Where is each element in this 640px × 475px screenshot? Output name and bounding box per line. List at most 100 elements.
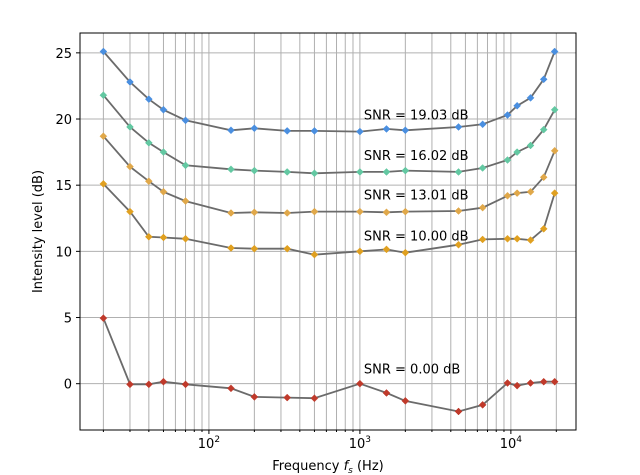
series-label: SNR = 10.00 dB <box>364 229 469 244</box>
data-point <box>181 161 190 170</box>
series-labels: SNR = 19.03 dB SNR = 16.02 dB SNR = 13.01 … <box>364 109 469 378</box>
data-point <box>550 146 559 155</box>
data-point <box>454 207 463 215</box>
data-point <box>526 141 535 150</box>
data-point <box>503 379 512 387</box>
data-point <box>181 234 190 243</box>
data-point <box>283 393 292 402</box>
x-axis-label: Frequency fs (Hz) <box>272 459 383 475</box>
y-axis-label: Intensity level (dB) <box>31 170 46 293</box>
data-point <box>550 105 559 114</box>
data-point <box>478 235 487 244</box>
series-label: SNR = 16.02 dB <box>364 149 469 164</box>
series-label: SNR = 0.00 dB <box>364 363 460 378</box>
data-point <box>227 165 235 174</box>
data-point <box>503 234 512 243</box>
data-point <box>99 91 108 100</box>
data-point <box>181 197 190 205</box>
data-point <box>539 224 548 233</box>
y-tick-label: 20 <box>55 113 72 128</box>
data-point <box>250 393 259 401</box>
data-point <box>401 166 410 175</box>
series-label: SNR = 13.01 dB <box>364 189 469 204</box>
data-point <box>382 245 391 254</box>
data-point <box>356 207 364 216</box>
y-tick-label: 0 <box>64 378 72 393</box>
data-point <box>382 389 391 397</box>
data-point <box>159 105 168 114</box>
data-point <box>503 191 512 200</box>
data-point <box>478 203 487 212</box>
data-point <box>310 250 319 259</box>
data-point <box>513 101 521 110</box>
data-point <box>144 380 153 389</box>
data-point <box>283 244 292 253</box>
data-point <box>310 127 319 135</box>
data-point <box>356 379 364 388</box>
x-tick-label: 102 <box>198 435 220 452</box>
data-point <box>159 377 168 386</box>
y-tick-label: 10 <box>55 245 72 260</box>
data-point <box>401 248 410 257</box>
y-tick-label: 15 <box>55 179 72 194</box>
data-point <box>382 125 391 133</box>
series-label: SNR = 19.03 dB <box>364 109 469 124</box>
data-point <box>503 156 512 164</box>
data-point <box>526 236 535 244</box>
data-point <box>454 168 463 176</box>
data-point <box>401 126 410 135</box>
y-tick-label: 5 <box>64 312 72 327</box>
data-point <box>513 381 521 390</box>
data-point <box>539 173 548 182</box>
data-point <box>310 207 319 216</box>
data-point <box>227 384 235 393</box>
data-point <box>126 380 134 389</box>
data-point <box>382 168 391 176</box>
data-point <box>550 47 559 56</box>
data-point <box>227 244 235 252</box>
data-point <box>250 124 259 133</box>
data-point <box>250 166 259 175</box>
data-point <box>283 127 292 135</box>
grid <box>80 33 576 430</box>
data-point <box>356 247 364 256</box>
data-point <box>539 377 548 386</box>
plot-frame <box>79 32 577 431</box>
data-point <box>227 209 235 217</box>
data-point <box>550 189 559 197</box>
data-point <box>126 162 134 171</box>
data-point <box>513 234 521 243</box>
data-point <box>478 401 487 409</box>
data-point <box>283 209 292 217</box>
data-point <box>550 377 559 386</box>
data-point <box>159 148 168 156</box>
data-point <box>356 127 364 136</box>
data-point <box>144 177 153 186</box>
series-layer <box>99 47 559 416</box>
data-point <box>513 148 521 156</box>
data-point <box>478 120 487 129</box>
data-point <box>401 207 410 216</box>
data-point <box>478 164 487 172</box>
data-point <box>181 116 190 125</box>
data-point <box>454 407 463 416</box>
axis-ticks: 0 5 10 15 20 25 102 103 104 <box>55 47 557 452</box>
data-point <box>99 314 108 323</box>
data-point <box>526 187 535 196</box>
x-tick-label: 103 <box>349 435 371 452</box>
data-point <box>99 132 108 141</box>
data-point <box>126 207 134 216</box>
data-point <box>99 180 108 188</box>
data-point <box>159 233 168 242</box>
data-point <box>144 95 153 104</box>
x-tick-label: 104 <box>500 435 523 452</box>
data-point <box>454 123 463 131</box>
data-point <box>250 244 259 253</box>
data-point <box>513 189 521 197</box>
data-point <box>539 75 548 84</box>
data-point <box>454 240 463 249</box>
data-point <box>526 93 535 102</box>
data-point <box>126 123 134 131</box>
data-point <box>126 78 134 86</box>
